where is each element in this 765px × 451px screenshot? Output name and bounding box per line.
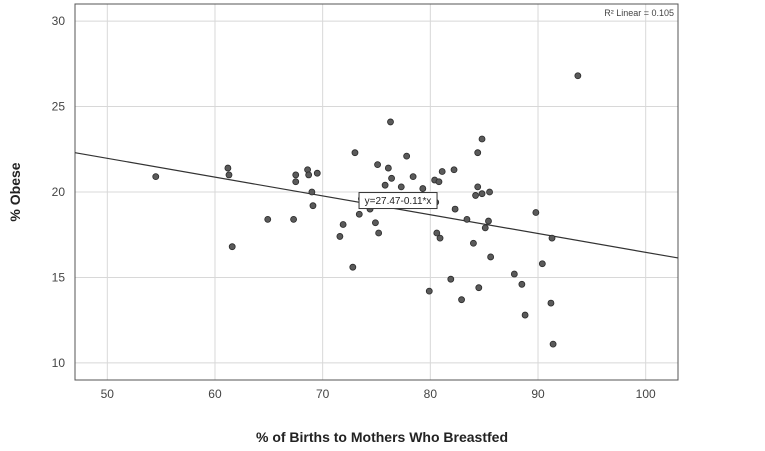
- data-point: [463, 215, 471, 223]
- data-point: [474, 149, 482, 157]
- data-point: [292, 171, 300, 179]
- x-tick-label: 80: [424, 387, 438, 401]
- data-point: [470, 239, 477, 247]
- y-tick-label: 15: [52, 270, 66, 284]
- data-point: [548, 234, 556, 242]
- data-point: [532, 209, 540, 216]
- data-point: [451, 205, 459, 213]
- data-point: [450, 166, 458, 174]
- x-tick-label: 100: [636, 387, 656, 401]
- data-point: [351, 149, 359, 157]
- data-point: [397, 183, 405, 191]
- x-tick-label: 60: [208, 387, 222, 401]
- y-tick-label: 10: [52, 356, 66, 370]
- data-point: [435, 178, 443, 186]
- plot-frame: [74, 3, 679, 381]
- data-point: [433, 229, 441, 237]
- data-point: [438, 168, 446, 175]
- data-point: [487, 253, 495, 261]
- data-point: [521, 311, 529, 319]
- data-point: [403, 152, 411, 160]
- y-tick-label: 25: [52, 100, 66, 114]
- data-point: [264, 215, 272, 223]
- data-point: [305, 171, 313, 179]
- data-point: [339, 221, 347, 228]
- data-point: [387, 118, 394, 126]
- data-point: [472, 192, 479, 199]
- y-tick-label: 20: [52, 185, 66, 199]
- data-point: [436, 234, 444, 242]
- equation-label: y=27.47-0.11*x: [358, 192, 438, 210]
- data-point: [547, 299, 555, 307]
- data-point: [384, 164, 392, 172]
- data-point: [372, 219, 379, 227]
- data-point: [425, 287, 433, 295]
- data-point: [381, 181, 389, 189]
- x-tick-label: 90: [531, 387, 545, 401]
- data-point: [409, 173, 417, 181]
- y-tick-label: 30: [52, 14, 66, 28]
- y-axis-title: % Obese: [7, 162, 23, 221]
- x-axis-ticks: 50 60 70 80 90 100: [101, 387, 656, 401]
- data-point: [308, 188, 316, 196]
- x-tick-label: 70: [316, 387, 330, 401]
- data-point: [486, 188, 493, 196]
- x-axis-title: % of Births to Mothers Who Breastfed: [256, 429, 508, 445]
- data-point: [374, 161, 381, 169]
- data-point: [447, 275, 455, 283]
- r2-label: R² Linear = 0.105: [604, 8, 674, 18]
- equation-text: y=27.47-0.11*x: [365, 196, 432, 207]
- data-point: [574, 72, 582, 80]
- y-axis-ticks: 10 15 20 25 30: [52, 14, 66, 370]
- data-point: [290, 215, 297, 223]
- data-point: [228, 243, 236, 251]
- data-point: [481, 224, 489, 232]
- data-point: [478, 190, 486, 198]
- equation-box: [358, 192, 438, 210]
- data-point: [475, 284, 483, 292]
- data-points: [152, 72, 582, 348]
- data-point: [478, 135, 486, 143]
- data-point: [388, 174, 395, 182]
- data-point: [518, 280, 526, 288]
- data-point: [510, 270, 518, 278]
- data-point: [458, 296, 465, 304]
- data-point: [549, 340, 557, 348]
- data-point: [474, 183, 482, 191]
- data-point: [419, 185, 427, 192]
- data-point: [375, 229, 383, 237]
- data-point: [224, 164, 232, 172]
- grid: [75, 4, 678, 380]
- data-point: [349, 263, 357, 271]
- data-point: [309, 202, 317, 210]
- data-point: [485, 217, 492, 225]
- data-point: [313, 169, 321, 177]
- x-tick-label: 50: [101, 387, 115, 401]
- data-point: [355, 210, 363, 218]
- data-point: [538, 260, 546, 268]
- data-point: [292, 178, 300, 186]
- data-point: [152, 173, 160, 181]
- data-point: [336, 233, 344, 240]
- data-point: [225, 171, 233, 179]
